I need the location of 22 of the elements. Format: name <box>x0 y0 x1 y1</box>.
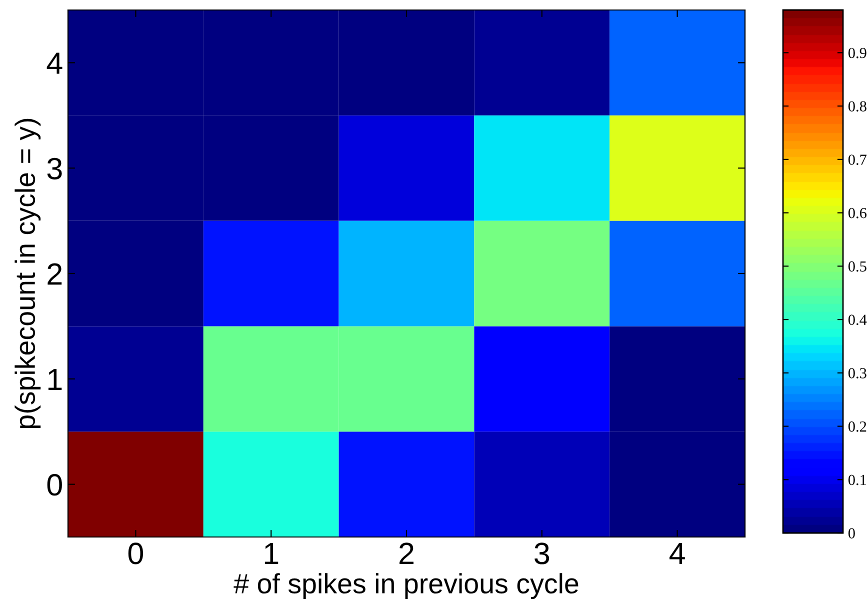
x-tick-label: 0 <box>128 542 143 564</box>
y-axis-title: p(spikecount in cycle = y) <box>14 118 41 428</box>
y-tick-label: 3 <box>47 158 62 180</box>
color-bar-label: 0.2 <box>848 421 866 432</box>
x-tick-label: 4 <box>670 542 685 564</box>
color-bar-label: 0.4 <box>848 314 867 326</box>
y-tick-label: 1 <box>48 368 62 390</box>
color-bar-label: 0.9 <box>848 48 866 58</box>
color-bar-label: 0.6 <box>848 208 866 218</box>
x-tick-label: 2 <box>400 542 414 564</box>
y-tick-label: 0 <box>47 474 62 496</box>
x-tick-label: 1 <box>264 542 278 564</box>
x-axis-title: # of spikes in previous cycle <box>234 573 578 600</box>
color-bar-label: 0.5 <box>848 261 866 272</box>
color-bar-label: 0 <box>848 528 855 538</box>
x-tick-label: 3 <box>534 542 550 564</box>
color-bar-label: 0.3 <box>848 368 866 378</box>
color-bar-label: 0.8 <box>848 101 866 112</box>
color-bar-label: 0.7 <box>848 154 867 165</box>
y-tick-label: 4 <box>46 52 62 74</box>
color-bar-label: 0.1 <box>848 474 866 486</box>
y-tick-label: 2 <box>48 263 62 285</box>
